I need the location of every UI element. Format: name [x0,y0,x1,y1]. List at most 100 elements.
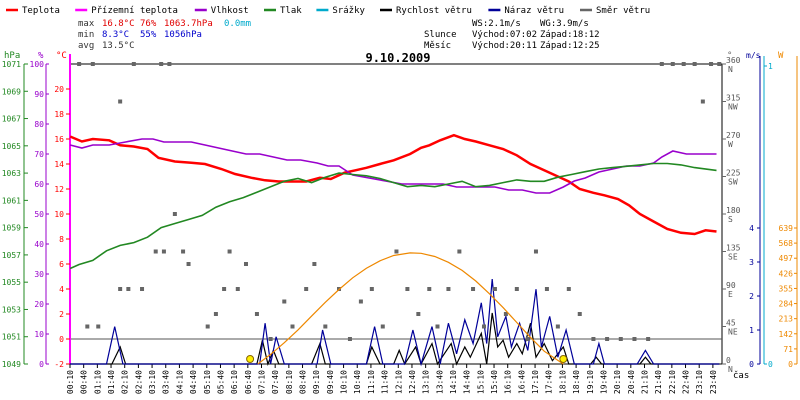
x-tick-label: 07:40 [271,370,280,394]
temp-tick-label: 8 [59,235,64,244]
wind-dir-point [126,287,131,291]
x-tick-label: 20:10 [613,370,622,394]
x-tick-label: 08:40 [299,370,308,394]
stats-min-press: 1056hPa [164,30,202,40]
axis-pct-unit: % [38,51,44,61]
wind-dir-point [632,337,637,341]
temp-tick-label: 10 [54,210,64,219]
hpa-tick-label: 1053 [2,305,21,314]
wind-dir-point [457,249,462,254]
series-line-náraz-větru [70,278,720,367]
x-tick-label: 07:10 [257,370,266,394]
series-line-vlhkost [69,138,717,194]
pct-tick-label: 0 [39,360,44,369]
x-tick-label: 00:10 [66,370,75,394]
wind-dir-point [159,62,164,66]
x-tick-label: 21:10 [640,370,649,394]
x-tick-label: 01:10 [93,370,102,394]
legend-label: Rychlost větru [396,6,472,16]
w-tick-label: 284 [779,300,794,309]
moon-set: Západ:12:25 [540,41,600,51]
x-tick-label: 23:10 [695,370,704,394]
wind-dir-point [471,287,476,291]
x-tick-label: 10:10 [340,370,349,394]
stats-min-hum: 55% [140,30,157,40]
wind-dir-point [659,62,664,66]
wind-dir-point [618,337,623,341]
temp-tick-label: 14 [54,160,64,169]
wind-dir-point [670,62,675,66]
wind-dir-point [700,99,705,104]
sun-marker [246,355,255,363]
dir-tick-label: 360 [726,56,741,65]
wind-dir-point [96,324,101,329]
x-tick-label: 01:40 [107,370,116,394]
x-tick-label: 20:40 [627,370,636,394]
legend-label: Tlak [280,6,302,16]
x-tick-label: 17:10 [531,370,540,394]
series-line-sluneční-záření [257,252,564,365]
temp-tick-label: 12 [54,185,64,194]
wind-dir-point [312,262,317,266]
ms-tick-label: 2 [749,292,754,301]
stats-min-label: min [78,30,94,40]
sun-marker [559,355,568,363]
wind-dir-point [282,299,287,304]
wind-ws: WS:2.1m/s [472,19,521,29]
sun-label: Slunce [424,30,457,40]
x-tick-label: 08:10 [285,370,294,394]
x-tick-label: 21:40 [654,370,663,394]
wind-dir-point [709,62,714,66]
dir-tick-letter: W [728,140,733,149]
wind-dir-point [323,324,328,329]
pct-tick-label: 50 [34,210,44,219]
legend-label: Srážky [332,6,365,16]
wind-dir-point [577,312,582,316]
dir-tick-letter: S [728,215,733,224]
axis-x-label: čas [733,370,749,381]
x-tick-label: 14:10 [449,370,458,394]
wind-dir-point [533,249,538,254]
dir-tick-label: 315 [726,94,741,103]
axes-layer: 1049105110531055105710591061106310651067… [2,54,798,394]
wind-dir-point [254,312,259,316]
x-tick-label: 15:10 [476,370,485,394]
pct-tick-label: 10 [34,330,44,339]
x-tick-label: 06:10 [230,370,239,394]
temp-tick-label: 0 [59,335,64,344]
pct-tick-label: 60 [34,180,44,189]
x-tick-label: 22:40 [682,370,691,394]
dir-tick-label: 270 [726,131,741,140]
x-tick-label: 23:40 [709,370,718,394]
ms-tick-label: 0 [749,360,754,369]
x-tick-label: 11:40 [381,370,390,394]
dir-tick-label: 180 [726,206,741,215]
stats-max-rain: 0.0mm [224,19,251,29]
temp-tick-label: 6 [59,260,64,269]
wind-dir-point [167,62,172,66]
hpa-tick-label: 1051 [2,333,21,342]
chart-title: 9.10.2009 [365,51,430,65]
wind-dir-point [369,287,374,291]
dir-tick-label: 135 [726,244,741,253]
stats-max-press: 1063.7hPa [164,19,213,29]
wind-dir-point [118,287,123,291]
wind-dir-point [681,62,686,66]
legend: Teplota Přízemní teplota Vlhkost Tlak Srážky… [6,6,650,16]
pct-tick-label: 90 [34,90,44,99]
hpa-tick-label: 1057 [2,251,21,260]
wind-dir-point [153,249,158,254]
hpa-tick-label: 1049 [2,360,21,369]
w-tick-label: 568 [779,239,794,248]
axis-w-unit: W [778,51,784,61]
hpa-tick-label: 1059 [2,224,21,233]
w-tick-label: 426 [779,269,794,278]
w-tick-label: 213 [779,315,794,324]
x-tick-label: 19:40 [599,370,608,394]
wind-dir-point [435,324,440,329]
x-tick-label: 16:10 [504,370,513,394]
wind-dir-point [77,62,82,66]
dir-tick-label: 90 [726,281,736,290]
legend-label: Přízemní teplota [91,6,178,16]
